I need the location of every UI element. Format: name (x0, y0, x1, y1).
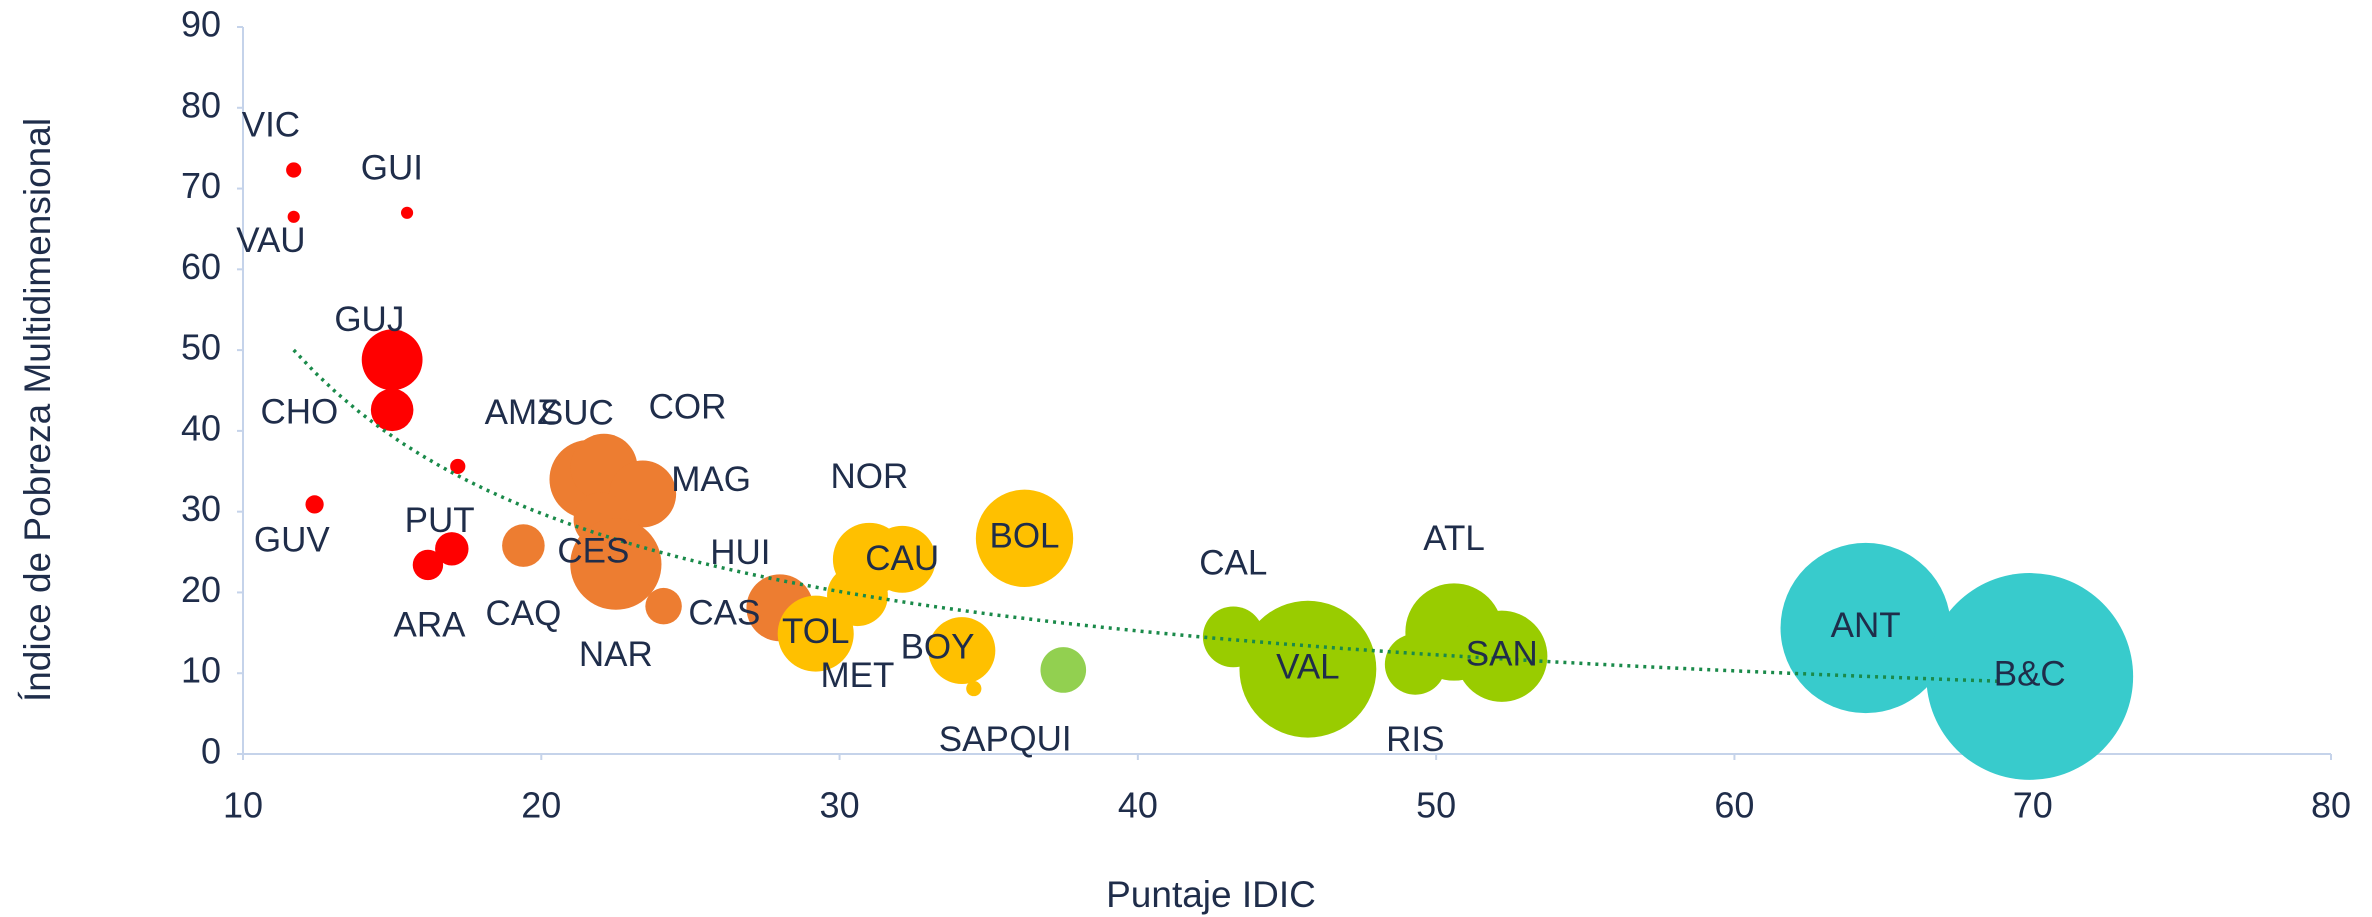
x-tick-label: 70 (2013, 785, 2053, 826)
data-label: BOY (901, 627, 975, 666)
data-label: SAP (939, 720, 1009, 759)
bubble (1239, 600, 1377, 738)
y-tick-label: 50 (181, 327, 221, 368)
data-label: NOR (831, 457, 909, 496)
bubble (305, 495, 324, 514)
data-label: NAR (579, 635, 653, 674)
y-tick-label: 60 (181, 246, 221, 287)
bubble (286, 162, 302, 178)
bubble (450, 458, 466, 475)
bubble (412, 549, 444, 581)
y-tick-label: 40 (181, 407, 221, 448)
y-tick-label: 70 (181, 165, 221, 206)
data-label: B&C (1994, 655, 2066, 694)
data-label: VAL (1276, 647, 1340, 686)
y-axis-label: Índice de Pobreza Multidimensional (17, 118, 58, 702)
x-tick-label: 60 (1714, 785, 1754, 826)
data-label: GUJ (334, 300, 404, 339)
bubble (435, 532, 469, 566)
data-label: COR (649, 388, 727, 427)
data-label: SUC (540, 394, 614, 433)
y-tick-label: 30 (181, 488, 221, 529)
bubble (502, 524, 545, 567)
data-label: ARA (393, 606, 466, 645)
data-label: SAN (1466, 635, 1538, 674)
bubble (1926, 573, 2134, 780)
bubble (1040, 647, 1087, 693)
data-label: GUV (254, 521, 331, 560)
x-tick-label: 30 (820, 785, 860, 826)
bubble (645, 587, 682, 625)
data-label: GUI (361, 148, 423, 187)
bubble (400, 206, 414, 219)
y-tick-label: 20 (181, 569, 221, 610)
x-tick-label: 50 (1416, 785, 1456, 826)
data-label: VIC (242, 106, 300, 145)
y-tick-label: 90 (181, 4, 221, 45)
bubble (287, 210, 300, 223)
data-label: CAS (688, 594, 760, 633)
data-label: CAL (1199, 544, 1267, 583)
bubble (868, 525, 936, 593)
trendline (292, 348, 2003, 684)
data-label: RIS (1386, 720, 1444, 759)
data-label: VAU (236, 221, 305, 260)
bubble (975, 489, 1074, 587)
bubble (1456, 610, 1548, 702)
bubble (361, 329, 423, 391)
x-tick-label: 40 (1118, 785, 1158, 826)
x-tick-label: 80 (2311, 785, 2351, 826)
data-label: TOL (782, 612, 849, 651)
x-tick-label: 10 (223, 785, 263, 826)
data-label: BOL (989, 517, 1059, 556)
data-label: CHO (261, 393, 339, 432)
y-tick-label: 10 (181, 650, 221, 691)
y-tick-label: 0 (201, 731, 221, 772)
bubble (1780, 542, 1951, 714)
data-label: QUI (1009, 720, 1071, 759)
bubble (370, 388, 414, 432)
data-label: MET (821, 656, 895, 695)
data-label: MAG (671, 460, 751, 499)
data-label: ANT (1831, 606, 1901, 645)
bubble (928, 617, 996, 685)
x-tick-label: 20 (521, 785, 561, 826)
x-axis-label: Puntaje IDIC (1106, 874, 1316, 915)
data-label: AMZ (485, 393, 559, 432)
bubble (570, 518, 662, 610)
data-label: PUT (405, 501, 475, 540)
data-label: CAQ (485, 594, 561, 633)
data-label: HUI (710, 533, 770, 572)
y-tick-label: 80 (181, 84, 221, 125)
data-label: ATL (1423, 519, 1485, 558)
data-label: CAU (865, 539, 939, 578)
bubble (966, 680, 982, 697)
data-label: CES (557, 531, 629, 570)
